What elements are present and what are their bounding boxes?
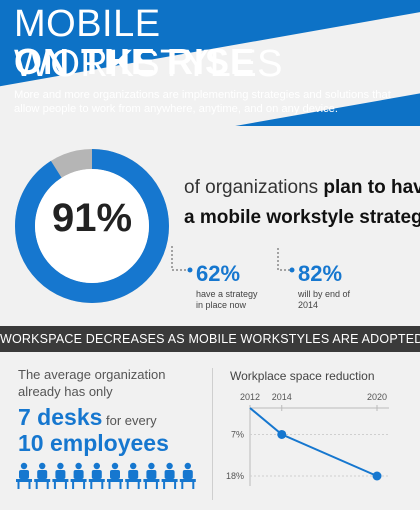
- y-tick-label: 7%: [231, 429, 244, 439]
- statement-plain: of organizations: [184, 177, 324, 198]
- desks-for-every: for every: [102, 413, 157, 428]
- section-band: WORKSPACE DECREASES AS MOBILE WORKSTYLES…: [0, 326, 420, 352]
- header-banner: MOBILE WORKSTYLES ON THE RISE More and m…: [0, 0, 420, 126]
- statement-bold: plan to have: [323, 177, 420, 198]
- statement-line-1: of organizations plan to have: [184, 176, 420, 200]
- x-tick-label: 2020: [367, 392, 387, 402]
- header-subtitle: More and more organizations are implemen…: [14, 89, 391, 115]
- x-tick-label: 2012: [240, 392, 260, 402]
- y-tick-label: 18%: [226, 471, 244, 481]
- main-percentage: 91%: [51, 196, 133, 240]
- data-point: [372, 471, 382, 481]
- person-at-desk-icon: [179, 462, 196, 489]
- chart-title: Workplace space reduction: [230, 369, 375, 383]
- x-tick-label: 2014: [272, 392, 292, 402]
- stat-82-desc: will by end of 2014: [298, 289, 351, 310]
- section-divider: [212, 368, 213, 500]
- title-line-2: ON THE RISE: [14, 41, 256, 82]
- desks-line-2: 10 employees: [18, 430, 169, 457]
- stat-62-desc: have a strategy in place now: [196, 289, 258, 310]
- person-at-desk-icon: [16, 462, 32, 489]
- series-line: [249, 407, 378, 477]
- donut-center: [35, 169, 149, 283]
- desks-line-1: 7 desks for every: [18, 404, 157, 431]
- person-at-desk-icon: [70, 462, 87, 489]
- statement-line-2: a mobile workstyle strategy: [184, 207, 420, 228]
- stat-82-value: 82%: [298, 261, 343, 286]
- data-point: [277, 429, 287, 439]
- title-line-1: MOBILE WORKSTYLES: [14, 3, 283, 85]
- person-at-desk-icon: [52, 462, 69, 489]
- stat-62-value: 62%: [196, 261, 241, 286]
- desks-count: 7 desks: [18, 404, 103, 430]
- employees-count: 10 employees: [18, 430, 169, 456]
- person-at-desk-icon: [125, 462, 142, 489]
- donut-value-arc: [15, 149, 169, 303]
- donut-chart: [15, 149, 169, 303]
- person-at-desk-icon: [161, 462, 178, 489]
- person-at-desk-icon: [107, 462, 123, 489]
- desks-intro: The average organization already has onl…: [18, 367, 166, 399]
- person-at-desk-icon: [88, 462, 105, 489]
- person-at-desk-icon: [143, 462, 160, 489]
- person-at-desk-icon: [34, 462, 51, 489]
